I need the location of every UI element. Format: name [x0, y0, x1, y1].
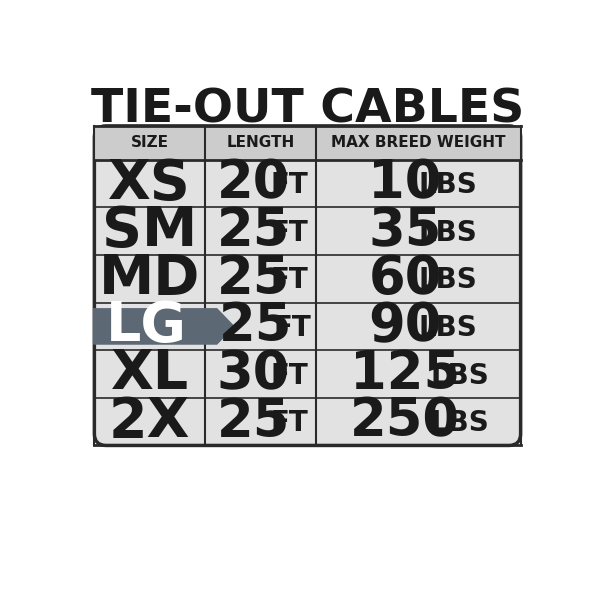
Text: SIZE: SIZE — [131, 136, 169, 151]
Text: FT: FT — [271, 219, 309, 247]
Text: 30: 30 — [217, 348, 290, 400]
Text: FT: FT — [271, 266, 309, 295]
Text: LENGTH: LENGTH — [226, 136, 295, 151]
Text: MD: MD — [99, 252, 200, 306]
Text: FT: FT — [271, 409, 309, 437]
Text: LBS: LBS — [418, 266, 477, 295]
Text: 250: 250 — [350, 395, 460, 448]
Text: MAX BREED WEIGHT: MAX BREED WEIGHT — [331, 136, 506, 151]
Text: FT: FT — [271, 171, 309, 199]
Text: 20: 20 — [217, 158, 290, 209]
Text: TIE-OUT CABLES: TIE-OUT CABLES — [91, 88, 524, 133]
Text: FT: FT — [273, 314, 311, 342]
Text: LBS: LBS — [431, 362, 490, 389]
Text: 10: 10 — [368, 158, 442, 209]
Text: 125: 125 — [350, 348, 460, 400]
Text: LBS: LBS — [418, 219, 477, 247]
Text: FT: FT — [271, 362, 309, 389]
Text: LBS: LBS — [431, 409, 490, 437]
Text: LBS: LBS — [418, 171, 477, 199]
FancyBboxPatch shape — [94, 126, 521, 445]
Text: 25: 25 — [217, 205, 290, 257]
Text: 60: 60 — [368, 253, 442, 305]
Text: 25: 25 — [217, 395, 290, 448]
Text: SM: SM — [102, 204, 197, 258]
Text: LBS: LBS — [418, 314, 477, 342]
Text: 25: 25 — [217, 253, 290, 305]
Text: 2X: 2X — [109, 395, 190, 449]
Text: XS: XS — [109, 157, 191, 211]
Bar — [94, 126, 521, 160]
Text: 90: 90 — [368, 301, 442, 352]
Polygon shape — [94, 309, 234, 344]
Text: 35: 35 — [368, 205, 442, 257]
Text: LG: LG — [106, 299, 187, 353]
Text: 25: 25 — [219, 301, 292, 352]
Text: XL: XL — [111, 347, 189, 401]
